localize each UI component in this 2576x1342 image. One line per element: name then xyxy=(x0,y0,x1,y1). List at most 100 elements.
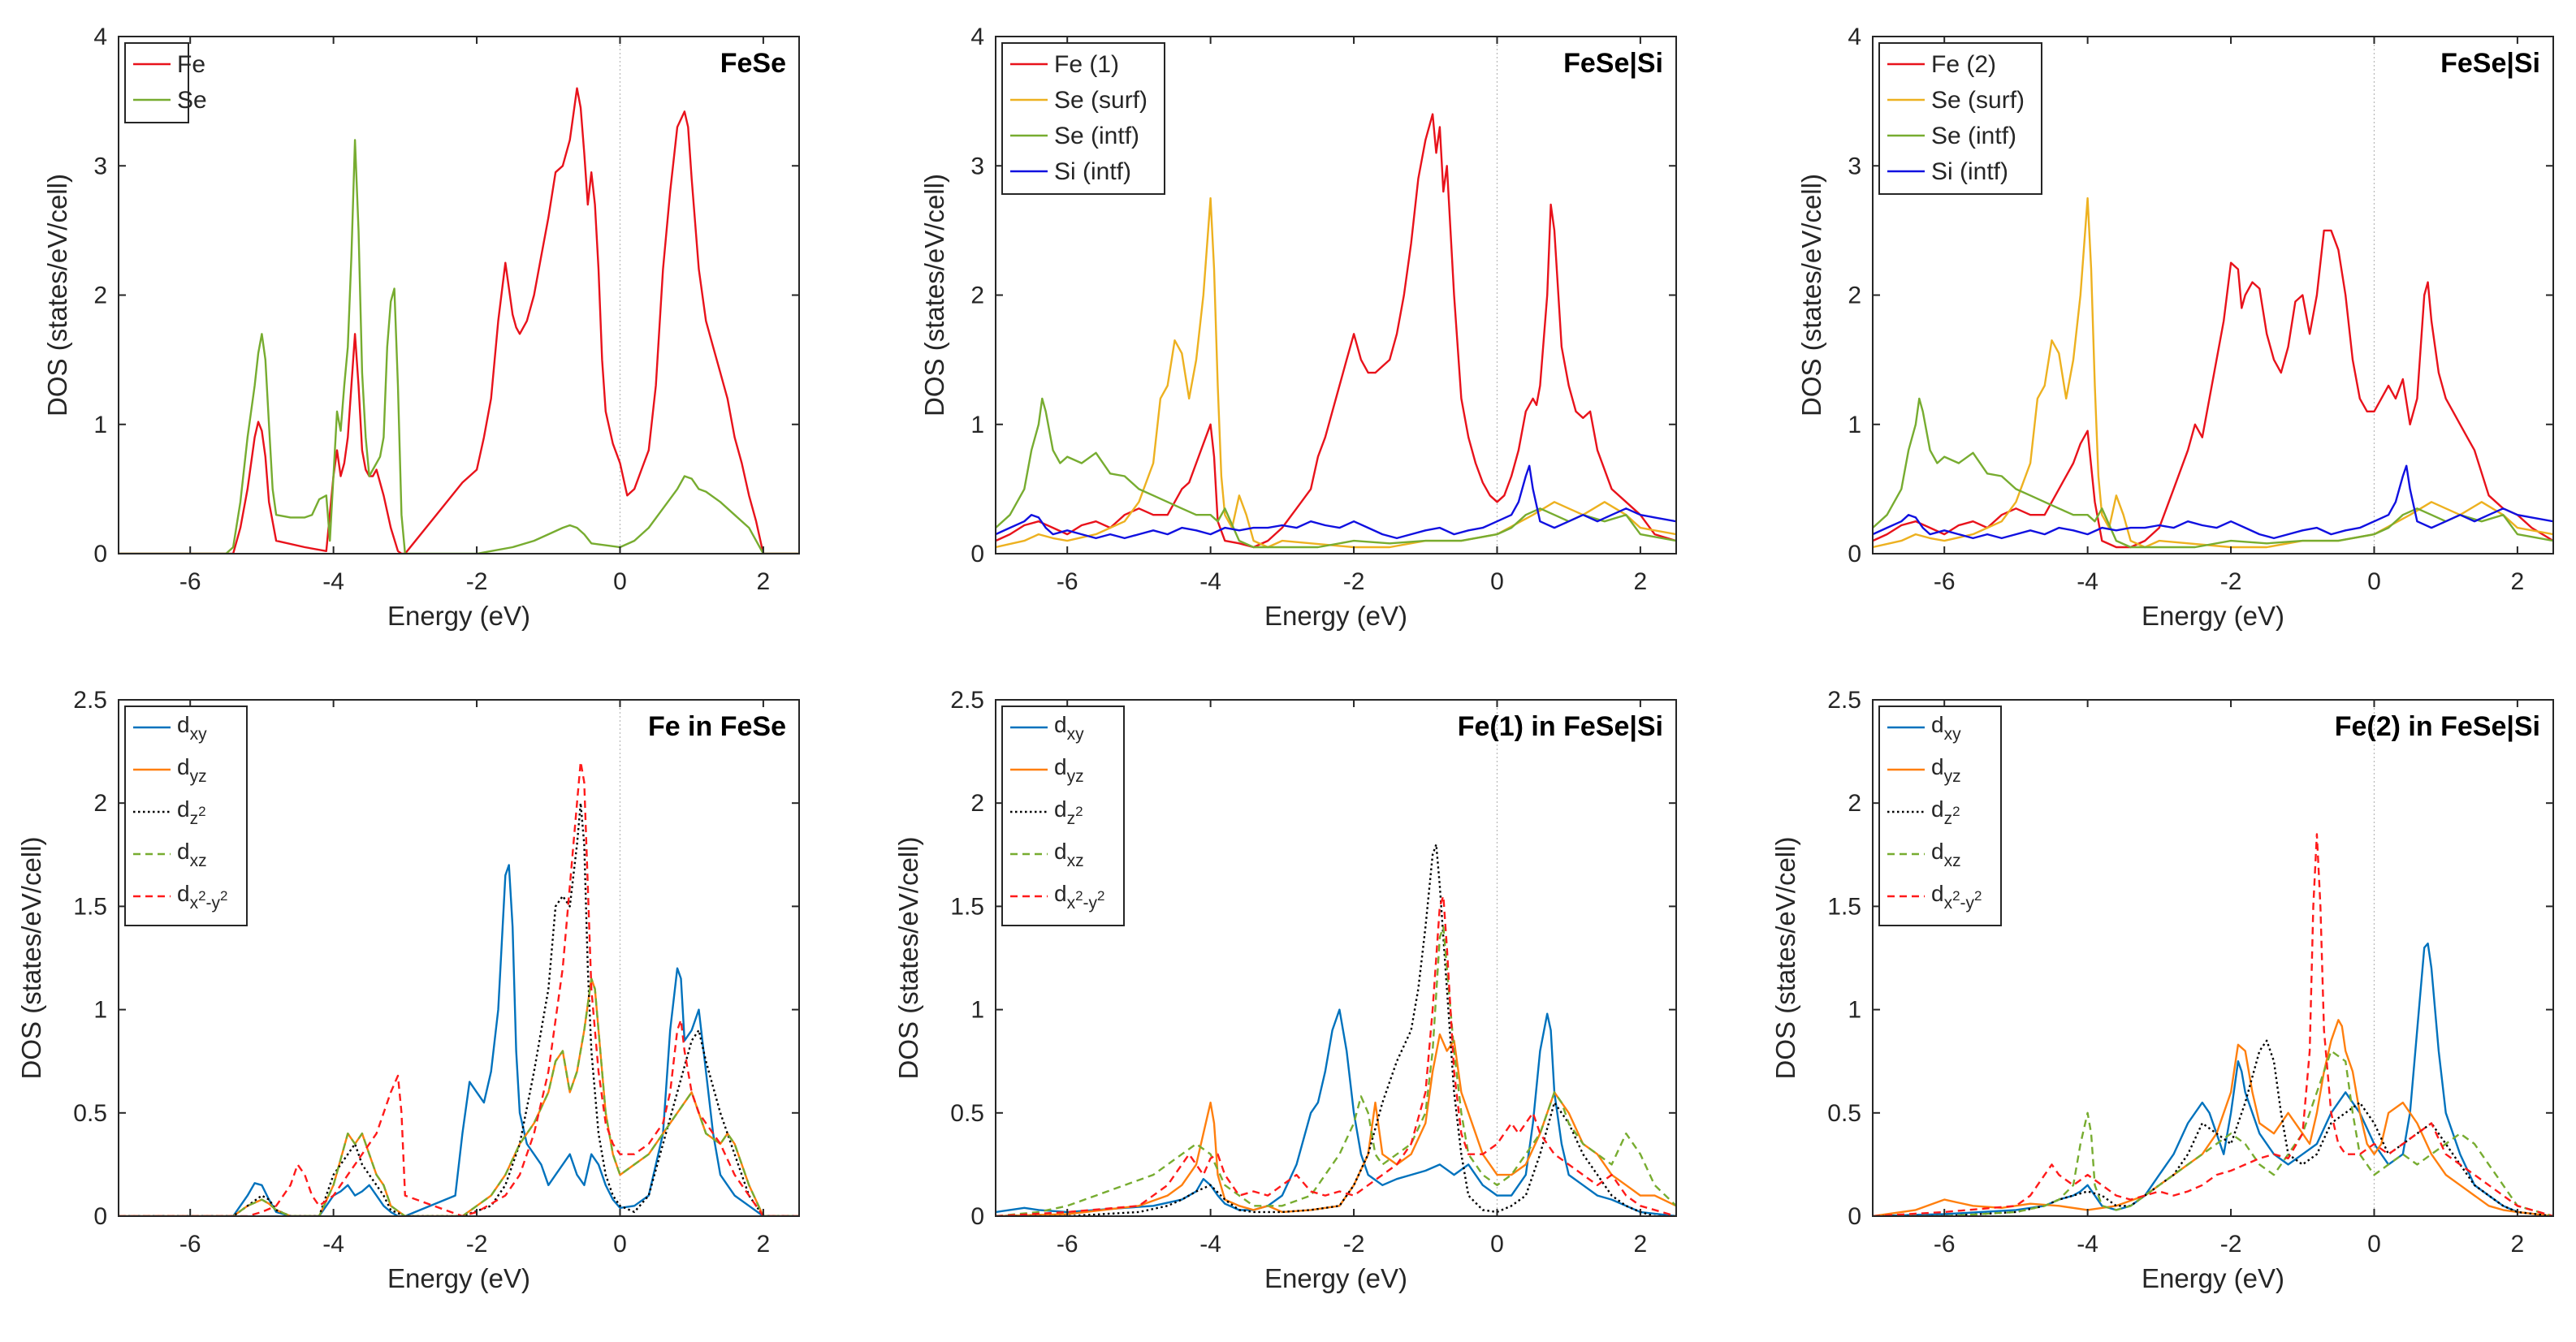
y-tick-label: 4 xyxy=(970,24,984,50)
legend-label: dyz xyxy=(1931,754,1961,786)
y-tick-label: 1.5 xyxy=(73,893,107,920)
series-line-si-intf- xyxy=(1873,464,2553,540)
series-line-fe xyxy=(119,87,799,554)
series-line-se-surf- xyxy=(996,196,1676,549)
legend: dxy dyz dz2 dxz dx2-y2 xyxy=(1878,706,2002,926)
x-tick-label: 2 xyxy=(1634,568,1648,595)
y-axis-label: DOS (states/eV/cell) xyxy=(42,174,72,416)
x-tick-label: -6 xyxy=(1934,568,1956,595)
y-tick-label: 0 xyxy=(970,1203,984,1230)
x-tick-label: 0 xyxy=(613,568,627,595)
y-tick-label: 3 xyxy=(970,153,984,179)
x-tick-label: -6 xyxy=(179,1231,201,1258)
series-line-se xyxy=(119,139,799,554)
x-tick-label: 2 xyxy=(757,568,771,595)
legend-label: dxz xyxy=(1931,839,1961,870)
legend-label: Se (intf) xyxy=(1054,123,1139,149)
x-tick-label: -4 xyxy=(2077,568,2098,595)
legend-box xyxy=(1878,706,2002,926)
y-tick-label: 2.5 xyxy=(950,687,984,714)
x-tick-label: 2 xyxy=(757,1231,771,1258)
x-tick-label: -4 xyxy=(1199,1231,1221,1258)
y-tick-label: 2 xyxy=(970,790,984,817)
legend-label: Fe (1) xyxy=(1054,51,1119,78)
series-line-yz xyxy=(996,1033,1676,1216)
x-tick-label: -4 xyxy=(322,568,344,595)
y-axis-label: DOS (states/eV/cell) xyxy=(1796,174,1826,416)
x-tick-label: 2 xyxy=(2511,568,2525,595)
legend-label: dxy xyxy=(1931,712,1961,744)
y-tick-label: 0 xyxy=(1848,541,1861,567)
chart-panel-4: -6 -4 -2 0 2 0 0.5 1 1.5 2 2.5 Energy (eV) DOS (stat… xyxy=(16,687,800,1293)
y-tick-label: 2 xyxy=(1848,283,1861,309)
series-line-si-intf- xyxy=(996,464,1676,540)
y-tick-label: 4 xyxy=(93,24,107,50)
chart-panel-3: -6 -4 -2 0 2 0 1 2 3 4 Energy (eV) DOS (states/eV/c… xyxy=(1796,24,2554,631)
y-tick-label: 1 xyxy=(1848,997,1861,1024)
y-tick-label: 2 xyxy=(93,790,107,817)
legend-label: dx2-y2 xyxy=(1054,881,1105,913)
series-line-se-surf- xyxy=(1873,196,2553,549)
x-axis-label: Energy (eV) xyxy=(387,1263,530,1293)
legend-label: dz2 xyxy=(1931,796,1960,828)
series-line-fe-1- xyxy=(996,113,1676,549)
y-tick-label: 2.5 xyxy=(73,687,107,714)
legend-box xyxy=(124,42,189,123)
y-tick-label: 0 xyxy=(970,541,984,567)
legend-box xyxy=(124,706,248,926)
legend-label: dxz xyxy=(177,839,207,870)
legend-box xyxy=(1878,42,2042,195)
series-line-x2-y2 xyxy=(119,761,799,1216)
y-tick-label: 1 xyxy=(970,997,984,1024)
legend-label: dz2 xyxy=(1054,796,1083,828)
series-line-se-intf- xyxy=(996,397,1676,549)
x-axis-label: Energy (eV) xyxy=(1264,1263,1407,1293)
legend-label: Se (surf) xyxy=(1931,87,2025,114)
legend-box xyxy=(1001,706,1125,926)
x-tick-label: 0 xyxy=(613,1231,627,1258)
legend-label: Si (intf) xyxy=(1054,158,1131,185)
series-line-fe-2- xyxy=(1873,229,2553,549)
legend-label: dz2 xyxy=(177,796,206,828)
y-tick-label: 1.5 xyxy=(1827,893,1861,920)
x-tick-label: -2 xyxy=(2220,568,2242,595)
series-line-yz xyxy=(1873,1019,2553,1216)
chart-panel-6: -6 -4 -2 0 2 0 0.5 1 1.5 2 2.5 Energy (eV) DOS (stat… xyxy=(1770,687,2554,1293)
y-tick-label: 1 xyxy=(1848,412,1861,438)
y-axis-label: DOS (states/eV/cell) xyxy=(1770,837,1800,1080)
y-tick-label: 4 xyxy=(1848,24,1861,50)
legend-label: dxz xyxy=(1054,839,1084,870)
legend: Fe (2) Se (surf) Se (intf) Si (intf) xyxy=(1878,42,2042,195)
x-tick-label: -6 xyxy=(1057,1231,1078,1258)
series-line-se-intf- xyxy=(1873,397,2553,549)
y-tick-label: 3 xyxy=(1848,153,1861,179)
legend-label: Si (intf) xyxy=(1931,158,2008,185)
x-axis-label: Energy (eV) xyxy=(387,601,530,631)
series-line-xy xyxy=(1873,942,2553,1216)
legend: dxy dyz dz2 dxz dx2-y2 xyxy=(1001,706,1125,926)
x-tick-label: 0 xyxy=(1490,568,1504,595)
series-line-z2 xyxy=(1873,1039,2553,1216)
x-tick-label: -4 xyxy=(322,1231,344,1258)
y-axis-label: DOS (states/eV/cell) xyxy=(16,837,46,1080)
series-line-z2 xyxy=(996,843,1676,1216)
x-tick-label: -4 xyxy=(1199,568,1221,595)
y-tick-label: 2 xyxy=(93,283,107,309)
y-axis-label: DOS (states/eV/cell) xyxy=(919,174,949,416)
series-line-xz xyxy=(1873,1050,2553,1216)
y-tick-label: 0 xyxy=(93,1203,107,1230)
x-axis-label: Energy (eV) xyxy=(2142,601,2284,631)
y-tick-label: 0.5 xyxy=(73,1100,107,1127)
series-line-x2-y2 xyxy=(996,895,1676,1216)
x-tick-label: -6 xyxy=(179,568,201,595)
panel-title: FeSe|Si xyxy=(2440,48,2540,79)
legend-label: Fe (2) xyxy=(1931,51,1996,78)
x-tick-label: -4 xyxy=(2077,1231,2098,1258)
y-tick-label: 1 xyxy=(970,412,984,438)
legend: Fe Se xyxy=(124,42,207,123)
y-tick-label: 0.5 xyxy=(950,1100,984,1127)
chart-panel-1: -6 -4 -2 0 2 0 1 2 3 4 Energy (eV) DOS (states/eV/c… xyxy=(42,24,800,631)
y-tick-label: 2.5 xyxy=(1827,687,1861,714)
legend-label: dxy xyxy=(177,712,207,744)
